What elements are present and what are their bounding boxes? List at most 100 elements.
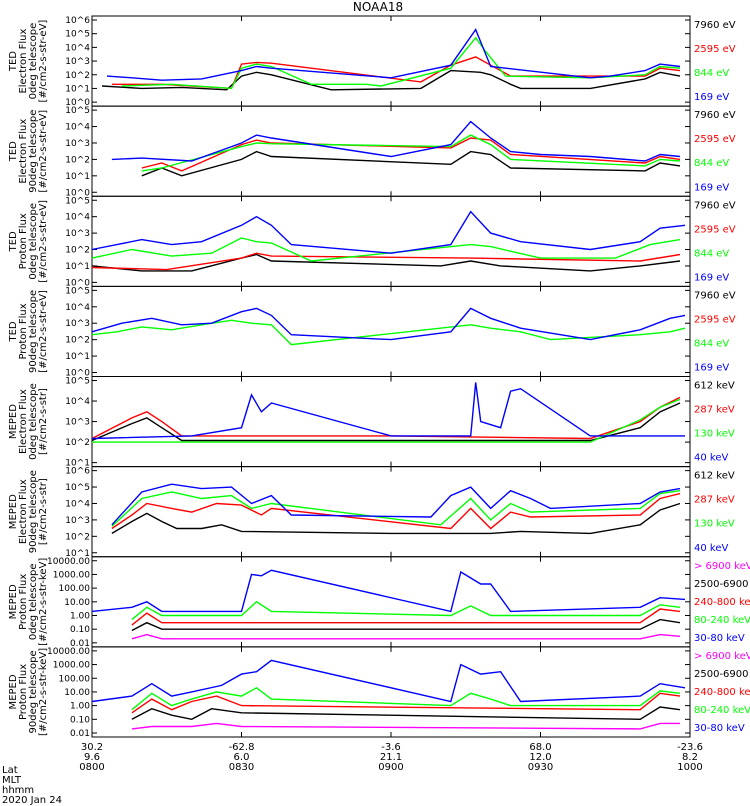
y-tick-label: 10^0	[65, 98, 90, 108]
panel-frame	[91, 15, 691, 107]
series-line	[91, 569, 686, 613]
legend-entry: 7960 eV	[694, 200, 736, 211]
x-axis-value: -3.6	[381, 742, 401, 753]
y-tick-label: 10^2	[65, 336, 90, 346]
legend-entry: > 6900 keV	[694, 561, 750, 572]
y-axis-label: MEPEDProton Flux90deg telescope[#/cm2-s-…	[8, 648, 49, 736]
panel-frame	[91, 376, 691, 468]
y-tick-label: 10^5	[65, 196, 90, 206]
y-tick-label: 0.10	[70, 625, 90, 635]
panel-frame	[91, 646, 691, 738]
y-tick-label: 1000.00	[53, 661, 90, 671]
x-row-label: MLT	[2, 775, 21, 786]
y-axis-label: MEPEDElectron Flux90deg telescope[#/cm2-…	[8, 470, 49, 553]
legend-entry: 7960 eV	[694, 110, 736, 121]
y-tick-label: 10^2	[65, 155, 90, 165]
y-axis-label-line: MEPED	[8, 584, 19, 619]
legend-entry: 844 eV	[694, 248, 729, 259]
panels: 10^010^110^210^310^410^510^6TEDElectron …	[8, 15, 750, 739]
legend-entry: 287 keV	[694, 495, 735, 506]
y-axis-label-line: TED	[8, 141, 19, 162]
y-axis-label: TEDElectron Flux0deg telescope[#/cm2-s-s…	[8, 20, 49, 103]
legend-entry: 80-240 keV	[694, 705, 750, 716]
panel: 10^1 10^2 10^3 10^4 10^5 MEPEDElectron Flux0d…	[8, 376, 735, 469]
series-line	[131, 618, 681, 632]
y-axis-label-line: MEPED	[8, 404, 19, 439]
y-tick-label: 10^3	[65, 229, 90, 239]
y-axis-label-line: 0deg telescope	[28, 383, 39, 460]
series-line	[91, 307, 686, 341]
x-axis-value: 6.0	[234, 752, 250, 763]
series-line	[111, 56, 681, 90]
legend-entry: > 6900 keV	[694, 651, 750, 662]
panel-frame	[91, 105, 691, 197]
legend-entry: 2595 eV	[694, 44, 736, 55]
chart-title: NOAA18	[353, 0, 403, 14]
panel: 10^0 10^1 10^2 10^3 10^4 10^5 TEDProton Flux90…	[8, 285, 736, 379]
legend-entry: 2500-6900	[694, 579, 749, 590]
y-axis-label-line: 0deg telescope	[28, 563, 39, 640]
y-tick-label: 10^5	[65, 106, 90, 116]
y-axis-label-line: [#/cm2-s-str-eV]	[38, 110, 49, 193]
legend-entry: 80-240 keV	[694, 615, 750, 626]
series-line	[131, 706, 681, 721]
series-line	[131, 692, 681, 714]
series-line	[141, 150, 681, 177]
panel: 10^0 10^1 10^2 10^3 10^4 10^5 TEDProton Flux0d…	[8, 195, 736, 288]
y-axis-label: MEPEDProton Flux0deg telescope[#/cm2-s-s…	[8, 558, 49, 646]
y-axis-label-line: TED	[8, 231, 19, 252]
y-axis-label: TEDElectron Flux90deg telescope[#/cm2-s-…	[8, 110, 49, 193]
x-axis-value: 30.2	[81, 742, 103, 753]
legend-entry: 612 keV	[694, 381, 735, 392]
y-axis-label: MEPEDElectron Flux0deg telescope[#/cm2-s…	[8, 383, 49, 460]
y-tick-label: 0.01	[70, 729, 90, 739]
series-line	[131, 633, 681, 640]
x-axis-value: 1000	[677, 762, 702, 773]
legend-entry: 844 eV	[694, 158, 729, 169]
y-tick-label: 10^1	[65, 549, 90, 559]
x-axis-value: 12.0	[529, 752, 551, 763]
series-line	[111, 490, 681, 527]
y-tick-label: 1.00	[70, 702, 90, 712]
series-line	[141, 137, 681, 172]
y-tick-label: 10^5	[65, 30, 90, 40]
legend-entry: 2595 eV	[694, 134, 736, 145]
panel-frame	[91, 466, 691, 558]
series-line	[131, 608, 681, 626]
y-tick-label: 1.00	[70, 612, 90, 622]
y-tick-label: 10^5	[65, 483, 90, 493]
series-line	[91, 237, 681, 262]
y-tick-label: 10^2	[65, 438, 90, 448]
legend-entry: 30-80 keV	[694, 633, 745, 644]
panel-frame	[91, 195, 691, 287]
x-axis-value: -23.6	[677, 742, 703, 753]
y-axis-label-line: [#/cm2-s-str-eV]	[38, 200, 49, 283]
series-line	[141, 134, 681, 172]
y-axis-label-line: TED	[8, 321, 19, 342]
y-axis-label-line: [#/cm2-s-str]	[38, 478, 49, 545]
legend-entry: 844 eV	[694, 338, 729, 349]
x-axis-value: 68.0	[529, 742, 551, 753]
panel-frame	[91, 285, 691, 377]
series-line	[101, 69, 681, 91]
legend-entry: 2595 eV	[694, 224, 736, 235]
y-tick-label: 10.00	[64, 688, 90, 698]
y-axis-label-line: 90deg telescope	[28, 470, 39, 553]
y-tick-label: 10^5	[65, 377, 90, 387]
y-axis-label-line: Proton Flux	[18, 574, 29, 630]
series-line	[111, 483, 681, 526]
y-axis-label: TEDProton Flux0deg telescope[#/cm2-s-str…	[8, 200, 49, 283]
y-axis-label-line: Electron Flux	[18, 479, 29, 544]
series-line	[91, 253, 681, 272]
y-tick-label: 10^0	[65, 369, 90, 379]
legend-entry: 30-80 keV	[694, 723, 745, 734]
y-tick-label: 10^2	[65, 71, 90, 81]
legend-entry: 240-800 keV	[694, 687, 750, 698]
y-axis-label-line: MEPED	[8, 674, 19, 709]
x-axis-value: 21.1	[380, 752, 402, 763]
y-tick-label: 10^3	[65, 418, 90, 428]
y-tick-label: 10^3	[65, 516, 90, 526]
y-tick-label: 10.00	[64, 598, 90, 608]
legend-entry: 7960 eV	[694, 20, 736, 31]
